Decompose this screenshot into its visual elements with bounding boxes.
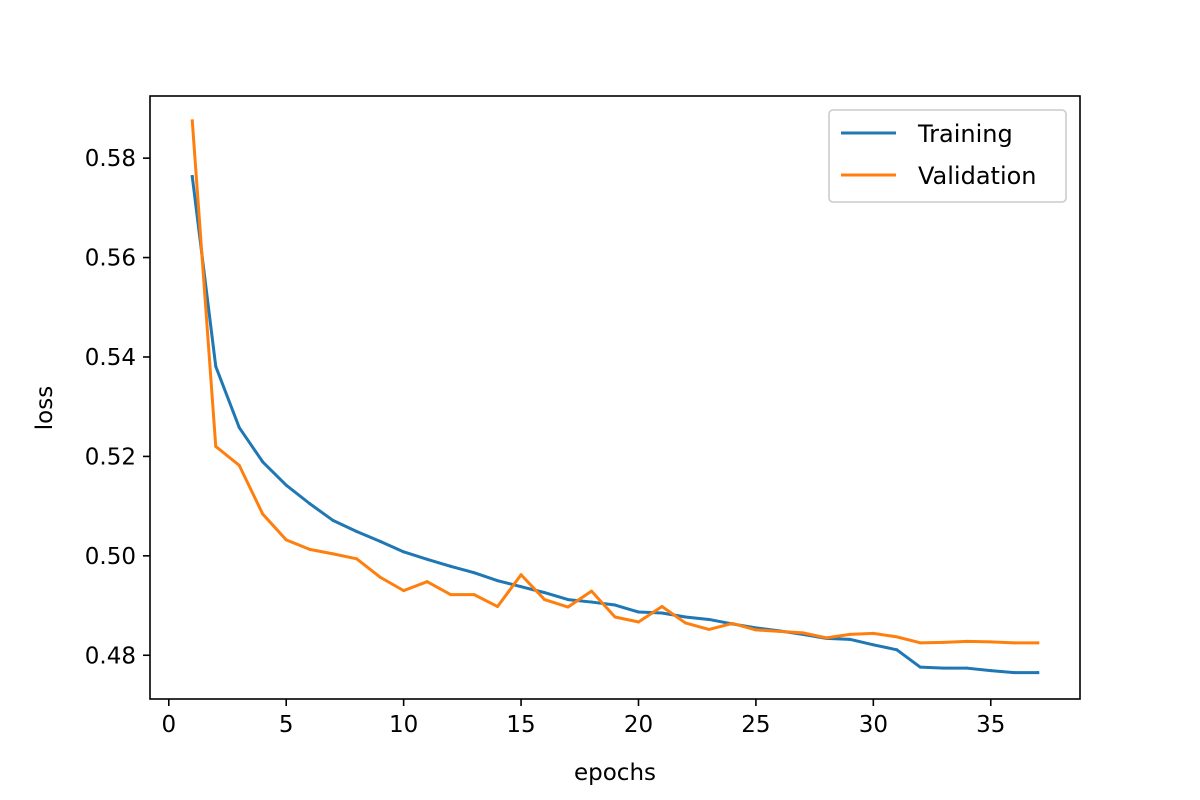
data-point-validation [707,627,711,631]
data-point-validation [425,580,429,584]
data-point-training [472,571,476,575]
data-point-validation [942,640,946,644]
data-point-training [707,617,711,621]
plot-frame [149,95,1081,700]
data-point-validation [848,632,852,636]
y-tick-label: 0.52 [85,444,136,470]
data-point-validation [1012,641,1016,645]
data-point-validation [1036,641,1040,645]
data-point-training [871,643,875,647]
data-point-validation [777,629,781,633]
data-point-validation [355,557,359,561]
data-point-validation [824,636,828,640]
data-point-validation [308,547,312,551]
data-point-training [1036,671,1040,675]
series-layer [190,119,1040,675]
y-tick-label: 0.50 [85,544,136,570]
data-point-validation [871,631,875,635]
data-point-validation [449,593,453,597]
x-tick-label: 0 [161,712,176,738]
data-point-training [519,585,523,589]
data-point-training [1012,671,1016,675]
data-point-validation [543,598,547,602]
data-point-validation [190,119,194,123]
data-point-training [543,591,547,595]
data-point-training [284,483,288,487]
data-point-training [190,175,194,179]
data-point-training [496,579,500,583]
data-point-training [989,669,993,673]
y-tick-label: 0.54 [85,345,136,371]
y-tick-label: 0.56 [85,246,136,272]
data-point-training [355,529,359,533]
data-point-training [237,426,241,430]
data-point-validation [237,463,241,467]
legend-label-training: Training [917,120,1013,148]
data-point-training [942,666,946,670]
data-point-training [449,564,453,568]
data-point-training [660,611,664,615]
x-tick-label: 35 [976,712,1005,738]
data-point-validation [331,552,335,556]
y-tick-label: 0.48 [85,643,136,669]
data-point-validation [519,573,523,577]
legend-label-validation: Validation [918,162,1037,190]
legend: Training Validation [828,109,1067,203]
data-point-validation [590,589,594,593]
data-point-training [331,519,335,523]
x-axis: 0 5 10 15 20 25 30 35 [161,699,1005,738]
y-axis: 0.48 0.50 0.52 0.54 0.56 0.58 [85,146,150,669]
x-tick-label: 15 [506,712,535,738]
x-tick-label: 25 [741,712,770,738]
data-point-training [613,603,617,607]
data-point-validation [378,575,382,579]
data-point-training [683,615,687,619]
y-tick-label: 0.58 [85,146,136,172]
data-point-training [895,648,899,652]
data-point-validation [402,589,406,593]
data-point-validation [730,621,734,625]
data-point-validation [754,628,758,632]
data-point-validation [965,639,969,643]
x-axis-label: epochs [574,760,656,786]
data-point-training [214,364,218,368]
data-point-validation [918,641,922,645]
data-point-training [848,637,852,641]
data-point-training [636,610,640,614]
data-point-validation [496,605,500,609]
data-point-training [965,666,969,670]
data-point-validation [613,615,617,619]
data-point-validation [284,538,288,542]
data-point-validation [801,631,805,635]
y-axis-label: loss [32,386,58,430]
data-point-training [425,557,429,561]
data-point-validation [261,512,265,516]
x-tick-label: 30 [859,712,888,738]
data-point-validation [660,605,664,609]
data-point-training [378,539,382,543]
x-tick-label: 10 [389,712,418,738]
x-tick-label: 5 [279,712,294,738]
data-point-training [918,665,922,669]
data-point-validation [895,635,899,639]
x-tick-label: 20 [624,712,653,738]
data-point-validation [472,593,476,597]
data-point-training [590,600,594,604]
data-point-training [308,502,312,506]
data-point-validation [683,621,687,625]
data-point-training [402,550,406,554]
data-point-validation [636,620,640,624]
data-point-validation [989,640,993,644]
data-point-validation [214,444,218,448]
data-point-validation [566,605,570,609]
data-point-training [261,460,265,464]
data-point-training [566,598,570,602]
